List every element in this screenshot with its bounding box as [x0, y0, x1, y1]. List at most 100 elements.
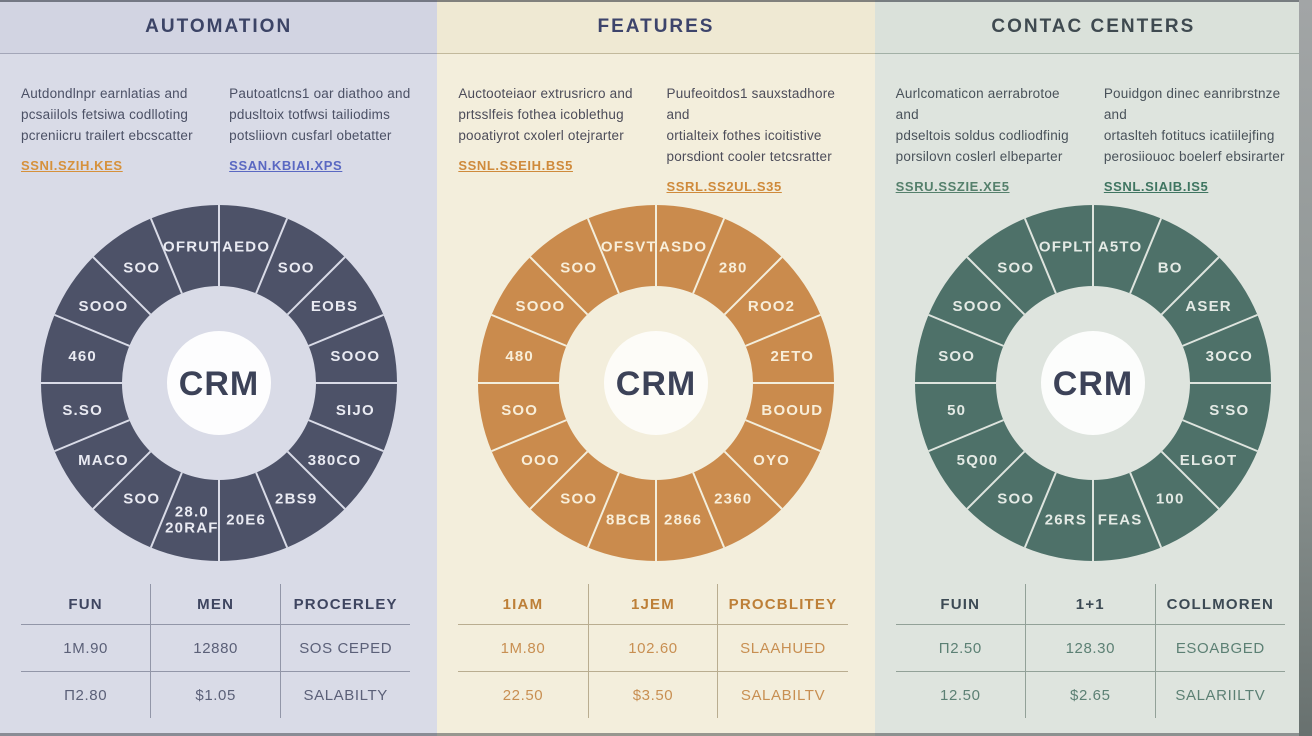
table-cell: SALABILTY [280, 671, 411, 718]
blurb-text: Puufeoitdos1 sauxstadhore and ortialteix… [666, 86, 836, 164]
column-contact-centers: CONTAC CENTERS Aurlcomaticon aerrabrotoe… [874, 0, 1312, 736]
blurb-row: Autdondlnpr earnlatias and pcsaiilols fe… [21, 84, 411, 175]
svg-text:ASDO: ASDO [659, 239, 707, 256]
table-cell: 12880 [150, 624, 281, 672]
svg-text:SOOO: SOOO [78, 298, 128, 315]
table-row: 12.50 $2.65 SALARIILTV [895, 671, 1285, 718]
blurb-link[interactable]: SSNI.SZIH.KES [21, 157, 123, 173]
svg-text:OFSVT: OFSVT [601, 239, 657, 256]
svg-text:2BS9: 2BS9 [275, 491, 317, 508]
blurb-link[interactable]: SSRU.SSZIE.XE5 [895, 178, 1010, 194]
svg-text:2866: 2866 [664, 511, 702, 528]
svg-text:A5TO: A5TO [1098, 239, 1143, 256]
blurb-text: Pouidgon dinec eanribrstnze and ortaslte… [1103, 86, 1285, 164]
table-row: Π2.80 $1.05 SALABILTY [21, 671, 411, 718]
table-cell: $2.65 [1024, 671, 1156, 718]
svg-text:CRM: CRM [616, 365, 696, 403]
table-cell: SOS CEPED [280, 624, 411, 672]
right-edge-border [1299, 0, 1312, 736]
svg-text:460: 460 [68, 348, 97, 365]
svg-text:SOO: SOO [560, 259, 597, 276]
table-header-row: FUIN 1+1 COLLMOREN [896, 584, 1285, 625]
blurb-text: Auctooteiaor extrusricro and prtsslfeis … [458, 86, 633, 143]
table-cell: ESOABGED [1154, 624, 1285, 672]
svg-text:480: 480 [505, 348, 534, 365]
page-title: FEATURES [597, 15, 715, 37]
table-cell: Π2.50 [895, 624, 1026, 672]
svg-text:5Q00: 5Q00 [957, 452, 999, 469]
table-cell: 12.50 [895, 671, 1026, 718]
bottom-edge-border [0, 733, 1312, 736]
blurb-link[interactable]: SSRL.SS2UL.S35 [666, 178, 782, 194]
svg-text:2360: 2360 [714, 491, 752, 508]
blurb-left: Autdondlnpr earnlatias and pcsaiilols fe… [21, 84, 203, 175]
svg-text:MACO: MACO [78, 452, 129, 469]
page-title: AUTOMATION [145, 15, 293, 37]
svg-text:SOO: SOO [501, 402, 538, 419]
table-cell: $1.05 [150, 671, 281, 718]
blurb-link[interactable]: SSAN.KBIAI.XPS [229, 157, 343, 173]
table-header-row: 1IAM 1JEM PROCBLITEY [458, 584, 848, 625]
column-features: FEATURES Auctooteiaor extrusricro and pr… [437, 0, 875, 736]
table-header-cell: FUN [68, 595, 103, 613]
table-cell: 128.30 [1024, 624, 1156, 672]
table-header-cell: PROCBLITEY [717, 584, 848, 625]
svg-text:SOO: SOO [939, 348, 976, 365]
svg-text:20E6: 20E6 [226, 511, 266, 528]
column-header: CONTAC CENTERS [874, 0, 1312, 54]
table-header-cell: 1JEM [587, 584, 718, 625]
table-header-cell: COLLMOREN [1154, 584, 1285, 625]
page-title: CONTAC CENTERS [991, 15, 1196, 37]
svg-text:AEDO: AEDO [222, 239, 270, 256]
svg-text:SOO: SOO [123, 259, 160, 276]
svg-text:S.SO: S.SO [62, 402, 103, 419]
blurb-link[interactable]: SSNL.SIAIB.IS5 [1103, 178, 1209, 194]
svg-text:SOO: SOO [998, 491, 1035, 508]
svg-text:CRM: CRM [1053, 365, 1133, 403]
table-cell: Π2.80 [21, 671, 151, 718]
stats-table: 1IAM 1JEM PROCBLITEY 1M.80 102.60 SLAAHU… [458, 584, 848, 718]
table-header-cell: 1+1 [1024, 584, 1156, 625]
svg-text:SOOO: SOOO [516, 298, 566, 315]
svg-text:OOO: OOO [521, 452, 560, 469]
blurb-right: Pautoatlcns1 oar diathoo and pdusltoix t… [229, 84, 411, 175]
table-cell: SLAAHUED [717, 624, 848, 672]
svg-text:2ETO: 2ETO [770, 348, 814, 365]
svg-text:3OCO: 3OCO [1206, 348, 1253, 365]
table-cell: 102.60 [587, 624, 718, 672]
svg-text:SOOO: SOOO [953, 298, 1003, 315]
blurb-left: Auctooteiaor extrusricro and prtsslfeis … [458, 84, 640, 196]
table-header-cell: PROCERLEY [280, 584, 411, 625]
svg-text:OFRUT: OFRUT [163, 239, 221, 256]
table-header-row: FUN MEN PROCERLEY [21, 584, 411, 625]
blurb-text: Pautoatlcns1 oar diathoo and pdusltoix t… [229, 86, 411, 143]
table-cell: SALARIILTV [1154, 671, 1285, 718]
svg-text:280: 280 [719, 259, 748, 276]
crm-donut-chart: ASDO 280 ROO2 2ETO BOOUD OYO 2360 2866 8BCB SOO OO… [474, 201, 838, 565]
blurb-link[interactable]: SSNL.SSEIH.BS5 [458, 157, 573, 173]
blurb-left: Aurlcomaticon aerrabrotoe and pdseltois … [896, 84, 1078, 196]
stats-table: FUIN 1+1 COLLMOREN Π2.50 128.30 ESOABGED… [895, 584, 1285, 718]
svg-text:380CO: 380CO [307, 452, 361, 469]
svg-text:CRM: CRM [178, 365, 258, 403]
table-cell: 1M.80 [458, 624, 589, 672]
column-automation: AUTOMATION Autdondlnpr earnlatias and pc… [0, 0, 438, 736]
svg-text:SOO: SOO [277, 259, 314, 276]
svg-text:FEAS: FEAS [1098, 511, 1143, 528]
svg-text:S'SO: S'SO [1210, 402, 1250, 419]
svg-text:8BCB: 8BCB [606, 511, 652, 528]
top-edge-border [0, 0, 1312, 2]
table-cell: SALABILTV [717, 671, 848, 718]
table-cell: $3.50 [587, 671, 718, 718]
stats-table: FUN MEN PROCERLEY 1M.90 12880 SOS CEPED … [21, 584, 411, 718]
svg-text:ROO2: ROO2 [748, 298, 795, 315]
table-cell: 22.50 [458, 671, 589, 718]
svg-text:26RS: 26RS [1045, 511, 1087, 528]
crm-donut-chart: A5TO BO ASER 3OCO S'SO ELGOT 100 FEAS 26RS SOO 5Q0… [911, 201, 1275, 565]
table-cell: 1M.90 [21, 624, 151, 672]
svg-text:BO: BO [1158, 259, 1183, 276]
table-header-cell: FUIN [940, 595, 981, 613]
blurb-text: Aurlcomaticon aerrabrotoe and pdseltois … [895, 86, 1069, 164]
